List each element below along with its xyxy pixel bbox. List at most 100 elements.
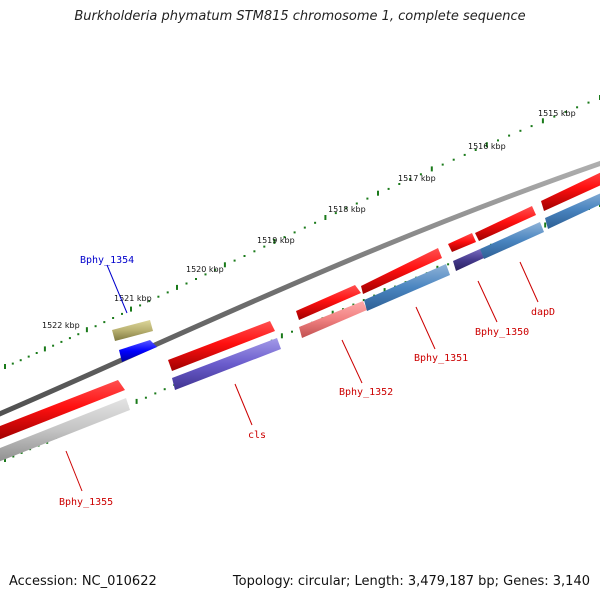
outer-scale-dot <box>530 125 533 128</box>
outer-scale-dot <box>185 282 188 285</box>
gene-label-cls: cls <box>248 430 266 441</box>
tick-label-1516: 1516 kbp <box>468 142 506 151</box>
outer-scale-dot <box>398 183 401 185</box>
tick-label-1517: 1517 kbp <box>398 174 436 183</box>
outer-scale-dot <box>541 118 544 124</box>
outer-scale-dot <box>204 273 207 276</box>
outer-scale-dot <box>324 215 327 220</box>
outer-scale-dot <box>293 231 296 234</box>
outer-scale-dot <box>130 306 132 312</box>
gene-label-dapd: dapD <box>531 307 555 318</box>
gene-label-bphy-1352: Bphy_1352 <box>339 387 393 398</box>
accession-text: Accession: NC_010622 <box>9 574 157 589</box>
gene-bphy-1350-forward <box>448 233 476 252</box>
leader-dapd <box>519 261 539 303</box>
outer-scale-dot <box>148 300 151 303</box>
outer-scale-dot <box>112 317 115 319</box>
gene-cls-forward <box>168 321 275 371</box>
leader-bphy-1355 <box>65 450 83 492</box>
gene-right-forward <box>541 172 600 211</box>
inner-scale-dot <box>144 396 147 399</box>
outer-scale-dot <box>576 106 579 109</box>
outer-scale-dot <box>233 259 236 262</box>
outer-scale-dot <box>11 362 14 365</box>
tick-label-1520: 1520 kbp <box>186 265 224 274</box>
outer-scale-dot <box>377 190 379 196</box>
tick-label-1515: 1515 kbp <box>538 109 576 118</box>
backbone <box>0 160 600 417</box>
outer-scale-dot <box>243 255 246 257</box>
outer-scale-dot <box>441 163 444 166</box>
sequence-summary: Topology: circular; Length: 3,479,187 bp… <box>232 574 590 589</box>
inner-scale-dot <box>383 288 386 294</box>
inner-scale-dot <box>291 330 293 333</box>
outer-scale-dot <box>157 295 160 298</box>
inner-scale-dot <box>331 310 334 316</box>
leader-bphy-1350 <box>477 280 498 323</box>
outer-scale-dot <box>334 212 337 215</box>
gene-right-reverse <box>545 193 600 229</box>
outer-scale-dot <box>303 226 306 229</box>
outer-scale-dot <box>366 197 369 200</box>
gene-dapd-forward <box>475 206 536 241</box>
tick-label-1519: 1519 kbp <box>257 236 295 245</box>
gene-bphy-1352-reverse <box>299 301 367 338</box>
outer-scale-dot <box>214 268 217 271</box>
outer-scale-dot <box>27 355 30 358</box>
outer-scale-dot <box>68 337 71 340</box>
outer-scale-dot <box>4 364 6 369</box>
tick-label-1521: 1521 kbp <box>114 294 152 303</box>
outer-scale-dot <box>139 304 142 307</box>
outer-scale-dot <box>223 262 226 268</box>
outer-scale-dot <box>409 178 412 181</box>
outer-scale-dot <box>283 236 286 239</box>
forward-strand-genes <box>0 172 600 440</box>
outer-scale-dot <box>463 153 466 156</box>
gene-bphy-1355-forward <box>0 380 125 440</box>
gene-label-bphy-1355: Bphy_1355 <box>59 497 113 508</box>
tick-label-1522: 1522 kbp <box>42 321 80 330</box>
outer-scale-dot <box>263 245 266 248</box>
scale-labels: 1515 kbp 1516 kbp 1517 kbp 1518 kbp 1519… <box>42 109 576 330</box>
outer-scale-dot <box>355 202 358 205</box>
outer-scale-dot <box>19 359 22 362</box>
inner-scale-dot <box>154 392 157 395</box>
gene-bphy-1351-forward <box>361 248 442 294</box>
outer-scale-dot <box>497 139 499 142</box>
inner-scale-dot <box>362 299 365 302</box>
outer-scale-dots <box>4 95 600 369</box>
inner-scale-dot <box>352 303 355 306</box>
inner-scale-dot <box>135 398 138 404</box>
tick-label-1518: 1518 kbp <box>328 205 366 214</box>
inner-scale-dot <box>4 457 6 462</box>
outer-scale-dot <box>387 187 390 190</box>
leader-bphy-1354 <box>106 264 128 314</box>
outer-scale-dot <box>273 238 276 244</box>
gene-label-bphy-1350: Bphy_1350 <box>475 327 529 338</box>
outer-scale-dot <box>195 278 197 280</box>
outer-scale-dot <box>452 158 455 161</box>
gene-bphy-1354-olive <box>112 320 153 341</box>
outer-scale-dot <box>485 142 488 148</box>
leader-bphy-1351 <box>415 306 436 350</box>
outer-scale-dot <box>508 134 511 137</box>
label-leaders <box>65 261 539 492</box>
outer-scale-dot <box>587 101 590 104</box>
outer-scale-dot <box>103 321 106 324</box>
inner-scale-dot <box>447 263 450 266</box>
gene-labels: Bphy_1354 cls Bphy_1355 Bphy_1352 Bphy_1… <box>59 255 555 508</box>
inner-scale-dot <box>20 451 23 454</box>
outer-scale-dot <box>314 221 317 224</box>
outer-scale-dot <box>419 173 422 176</box>
outer-scale-dot <box>519 129 522 132</box>
outer-scale-dot <box>553 115 556 118</box>
outer-scale-dot <box>43 346 46 352</box>
gene-dapd-reverse <box>480 222 544 259</box>
outer-scale-dot <box>474 149 477 151</box>
outer-scale-dot <box>35 352 38 354</box>
gene-bphy-1351-reverse <box>364 264 450 311</box>
inner-scale-dot <box>12 455 15 458</box>
gene-bphy-1352-forward <box>296 285 361 320</box>
gene-bphy-1354-blue <box>119 340 157 362</box>
